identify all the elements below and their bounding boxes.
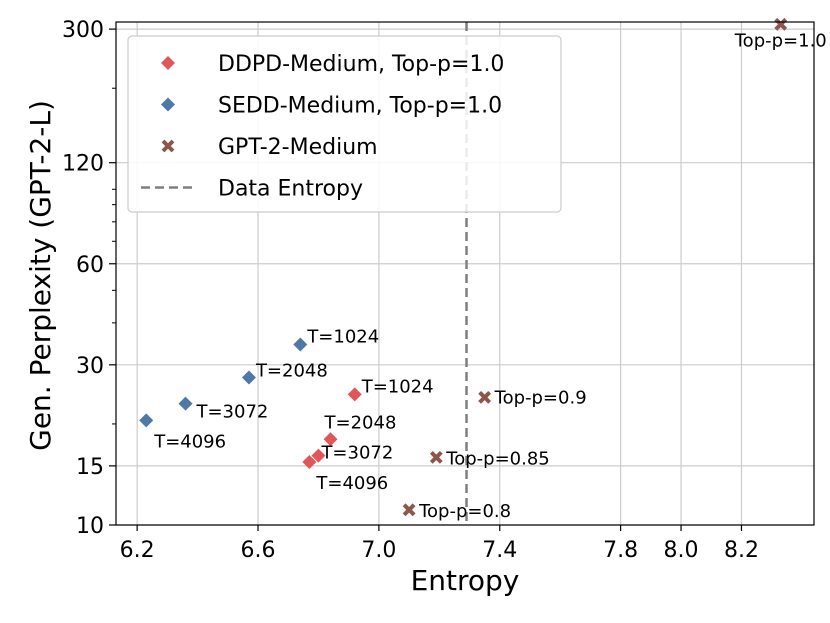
legend-label: Data Entropy [218, 177, 363, 202]
data-point [311, 448, 326, 463]
legend: DDPD-Medium, Top-p=1.0 SEDD-Medium, Top-p… [127, 35, 562, 213]
point-label: Top-p=0.85 [445, 448, 549, 469]
data-point [323, 432, 338, 447]
x-tick-label: 6.2 [120, 538, 155, 563]
point-label: Top-p=0.9 [494, 387, 587, 408]
y-tick-label: 15 [76, 455, 104, 480]
y-tick-label: 10 [76, 514, 104, 539]
data-point [293, 337, 308, 352]
legend-marker [161, 139, 175, 153]
data-point [241, 370, 256, 385]
legend-label: GPT-2-Medium [218, 135, 378, 160]
x-tick-label: 7.0 [361, 538, 396, 563]
data-point [347, 387, 362, 402]
data-point [429, 450, 443, 464]
legend-box [127, 35, 562, 213]
x-axis-ticks: 6.2 6.6 7.0 7.4 7.8 8.0 8.2 [120, 525, 759, 563]
data-point [774, 17, 788, 31]
legend-marker [161, 56, 175, 70]
legend-marker [161, 97, 175, 112]
x-tick-label: 6.6 [241, 538, 276, 563]
legend-label: SEDD-Medium, Top-p=1.0 [218, 94, 502, 119]
x-tick-label: 8.2 [724, 538, 759, 563]
point-label: T=2048 [324, 412, 397, 433]
y-axis-label: Gen. Perplexity (GPT-2-L) [24, 100, 57, 451]
point-label: T=4096 [153, 431, 226, 452]
x-axis-label: Entropy [411, 564, 520, 597]
data-point [139, 413, 154, 428]
y-tick-label: 30 [76, 354, 104, 379]
x-tick-label: 7.8 [603, 538, 638, 563]
y-tick-label: 300 [62, 18, 104, 43]
point-label: T=2048 [255, 361, 328, 382]
point-label: Top-p=0.8 [418, 501, 511, 522]
point-label: T=1024 [306, 326, 379, 347]
legend-label: DDPD-Medium, Top-p=1.0 [218, 52, 504, 77]
y-tick-label: 60 [76, 253, 104, 278]
point-label: T=3072 [195, 402, 268, 423]
x-tick-label: 8.0 [664, 538, 699, 563]
point-label: Top-p=1.0 [734, 30, 827, 51]
point-label: T=3072 [320, 443, 393, 464]
plot-frame [115, 21, 815, 526]
data-point [478, 390, 492, 404]
point-label: T=4096 [315, 473, 388, 494]
y-tick-label: 120 [62, 152, 104, 177]
x-tick-label: 7.4 [482, 538, 517, 563]
point-label: T=1024 [361, 376, 434, 397]
y-axis-ticks: 10 15 30 60 120 300 [62, 18, 116, 539]
data-points [139, 17, 788, 517]
data-point [402, 503, 416, 517]
data-point [302, 455, 317, 470]
data-point [178, 396, 193, 411]
point-annotations: T=1024 T=2048 T=3072 T=4096 T=1024 T=2048 T=30… [153, 30, 827, 521]
